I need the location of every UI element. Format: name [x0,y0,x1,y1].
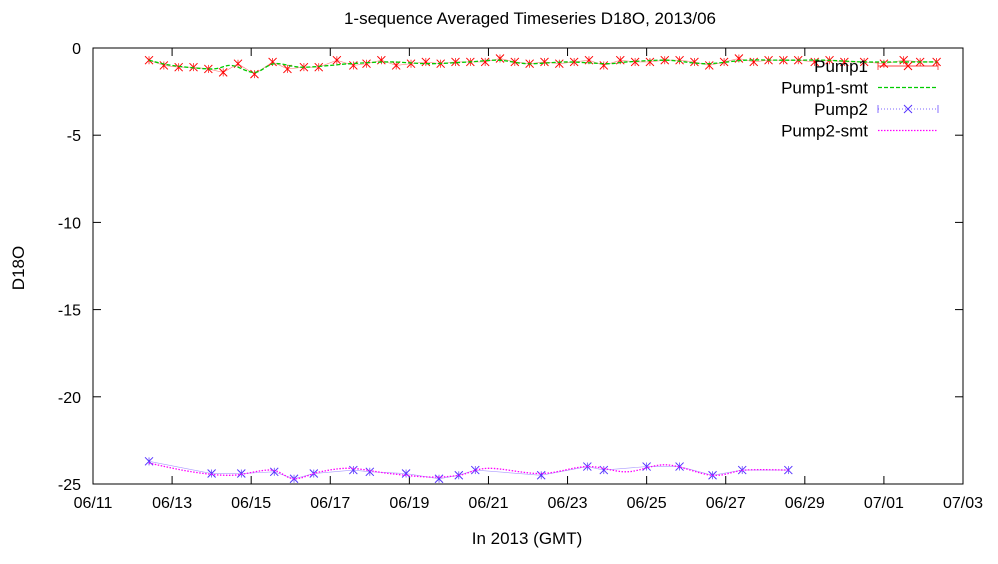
y-axis: 0 -5 -10 -15 -20 -25 [58,41,963,494]
plot-frame [92,47,964,485]
x-tick-label: 06/25 [627,495,667,512]
y-tick-label: -25 [58,477,81,494]
y-tick-label: 0 [72,41,81,58]
series-pump2 [144,456,793,484]
y-axis-label: D18O [9,246,28,290]
x-tick-label: 06/27 [706,495,746,512]
y-tick-label: -20 [58,390,81,407]
x-tick-label: 06/13 [152,495,192,512]
x-tick-label: 06/29 [785,495,825,512]
legend-item-pump1-smt: Pump1-smt [781,79,938,98]
series-pump1-smt [148,59,937,74]
series-line [148,59,937,74]
legend-label: Pump1 [814,57,868,76]
legend-sample-marker [903,61,913,71]
series-pump2-smt [148,462,789,480]
legend: Pump1 Pump1-smt Pump2 Pump2-smt [781,57,939,141]
legend-item-pump1: Pump1 [814,57,939,76]
legend-label: Pump2-smt [781,122,868,141]
legend-label: Pump2 [814,100,868,119]
legend-item-pump2: Pump2 [814,100,939,119]
series-layer [144,54,941,484]
legend-sample-marker [903,104,913,114]
x-tick-label: 06/11 [74,495,113,512]
x-tick-label: 06/21 [468,495,508,512]
y-tick-label: -10 [58,215,81,232]
x-axis: 06/11 06/13 06/15 06/17 06/19 06/21 06/23 06/25… [74,48,983,512]
x-tick-label: 06/23 [548,495,588,512]
chart-title: 1-sequence Averaged Timeseries D18O, 201… [344,9,716,28]
series-line [148,58,937,75]
y-tick-label: -5 [67,128,81,145]
y-tick-label: -15 [58,303,81,320]
x-tick-label: 07/03 [943,495,983,512]
x-tick-label: 06/15 [231,495,271,512]
legend-label: Pump1-smt [781,79,868,98]
x-tick-label: 06/17 [310,495,350,512]
series-line [148,461,789,480]
series-line [148,462,789,480]
x-axis-label: In 2013 (GMT) [472,529,583,548]
x-tick-label: 07/01 [864,495,904,512]
x-tick-label: 06/19 [389,495,429,512]
legend-item-pump2-smt: Pump2-smt [781,122,938,141]
